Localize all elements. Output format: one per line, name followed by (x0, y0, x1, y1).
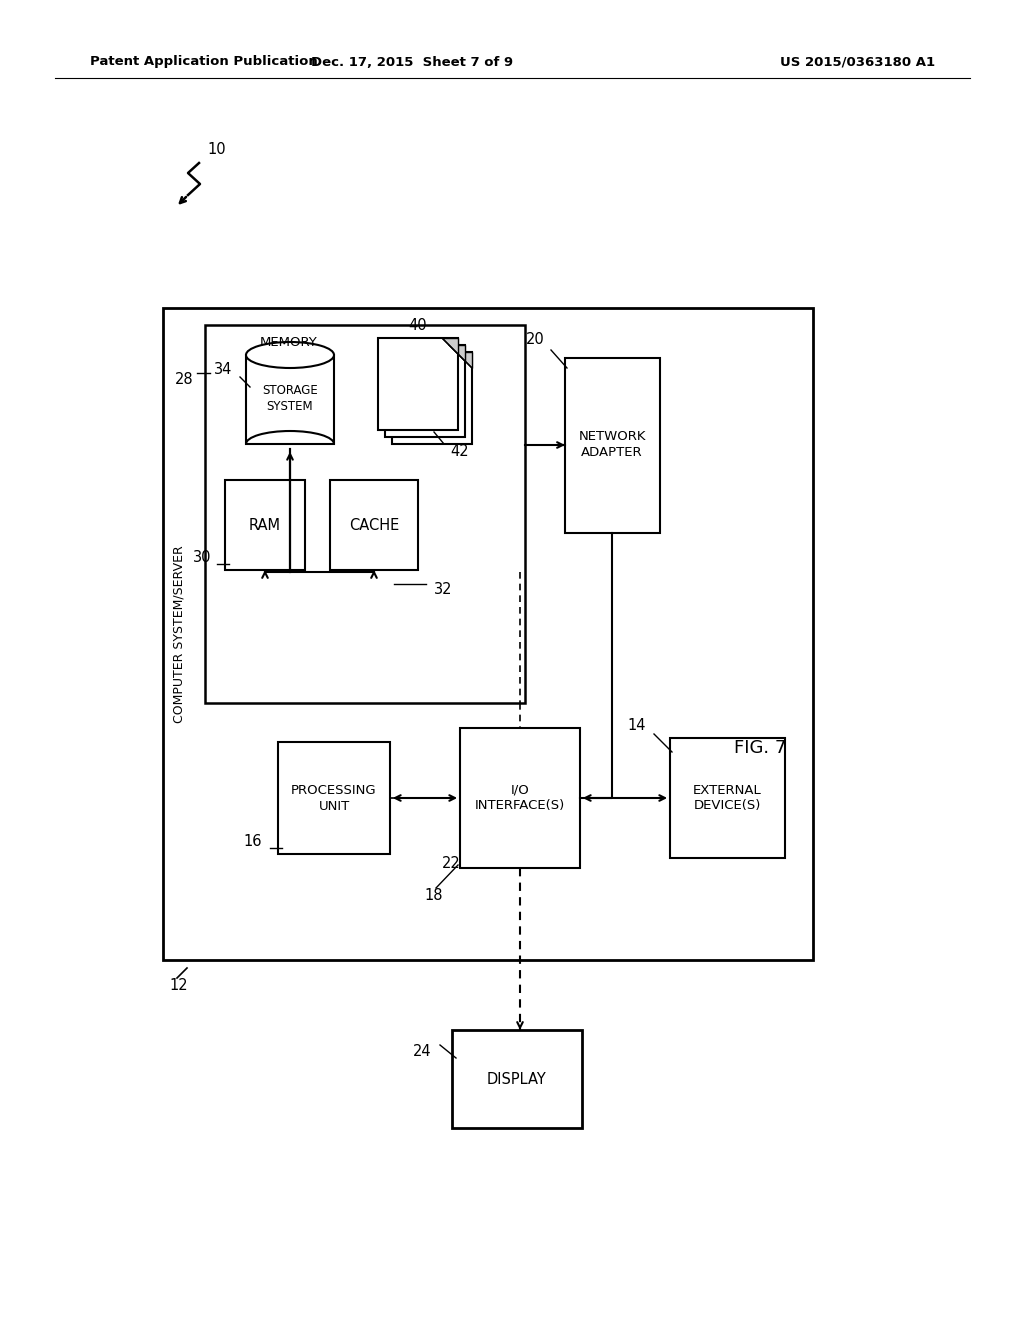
Text: 20: 20 (526, 333, 545, 347)
Bar (225, 480, 305, 570)
Bar (385, 345, 465, 437)
Text: RAM: RAM (249, 517, 281, 532)
Bar (163, 308, 813, 960)
Text: 32: 32 (434, 582, 453, 598)
Text: DISPLAY: DISPLAY (487, 1072, 547, 1086)
Bar (205, 325, 525, 704)
Text: 28: 28 (174, 372, 193, 388)
Ellipse shape (246, 342, 334, 368)
Bar (460, 729, 580, 869)
Text: Dec. 17, 2015  Sheet 7 of 9: Dec. 17, 2015 Sheet 7 of 9 (311, 55, 513, 69)
Bar (565, 358, 660, 533)
Text: 10: 10 (207, 143, 225, 157)
Polygon shape (456, 352, 472, 368)
Bar (392, 352, 472, 444)
Text: 14: 14 (628, 718, 646, 734)
Text: CACHE: CACHE (349, 517, 399, 532)
Text: 16: 16 (244, 834, 262, 850)
Text: NETWORK
ADAPTER: NETWORK ADAPTER (579, 430, 646, 459)
Text: US 2015/0363180 A1: US 2015/0363180 A1 (780, 55, 935, 69)
Text: 34: 34 (214, 363, 232, 378)
Text: 24: 24 (414, 1044, 432, 1060)
Text: 12: 12 (169, 978, 187, 994)
Bar (378, 338, 458, 430)
Text: COMPUTER SYSTEM/SERVER: COMPUTER SYSTEM/SERVER (172, 545, 185, 723)
Text: FIG. 7: FIG. 7 (734, 739, 786, 756)
Text: MEMORY: MEMORY (260, 335, 317, 348)
Polygon shape (449, 345, 465, 360)
Bar (452, 1030, 582, 1129)
Text: STORAGE
SYSTEM: STORAGE SYSTEM (262, 384, 317, 413)
Bar (278, 742, 390, 854)
Text: 22: 22 (442, 855, 461, 870)
Text: 18: 18 (424, 888, 442, 903)
Text: I/O
INTERFACE(S): I/O INTERFACE(S) (475, 784, 565, 813)
Text: 30: 30 (193, 550, 211, 565)
Text: 40: 40 (408, 318, 427, 334)
Text: PROCESSING
UNIT: PROCESSING UNIT (291, 784, 377, 813)
Bar (330, 480, 418, 570)
Polygon shape (442, 338, 458, 354)
Bar (670, 738, 785, 858)
Text: Patent Application Publication: Patent Application Publication (90, 55, 317, 69)
Bar (246, 355, 334, 444)
Text: 42: 42 (450, 445, 469, 459)
Text: EXTERNAL
DEVICE(S): EXTERNAL DEVICE(S) (692, 784, 762, 813)
